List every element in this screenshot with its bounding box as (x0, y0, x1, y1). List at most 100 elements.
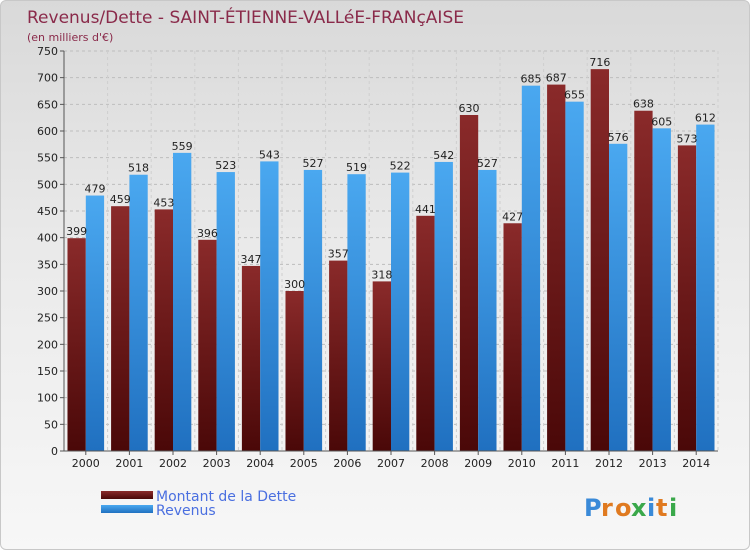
y-tick-label: 300 (37, 285, 58, 298)
data-label: 318 (371, 268, 392, 281)
data-label: 522 (390, 160, 411, 173)
y-tick-label: 150 (37, 365, 58, 378)
y-tick-label: 550 (37, 152, 58, 165)
bar-revenus (173, 152, 192, 451)
svg-text:i: i (669, 494, 677, 522)
y-tick-label: 0 (51, 445, 58, 458)
data-label: 523 (215, 159, 236, 172)
y-tick-label: 750 (37, 45, 58, 58)
bar-revenus (565, 101, 584, 452)
data-label: 357 (328, 248, 349, 261)
bar-revenus (129, 174, 148, 451)
y-tick-label: 700 (37, 72, 58, 85)
x-tick-label: 2001 (115, 457, 143, 470)
y-tick-label: 100 (37, 392, 58, 405)
x-tick-label: 2011 (551, 457, 579, 470)
chart-title: Revenus/Dette - SAINT-ÉTIENNE-VALLéE-FRA… (27, 6, 464, 28)
bar-revenus (652, 128, 671, 451)
bar-revenus (260, 161, 279, 451)
bar-debt (198, 239, 217, 451)
x-tick-label: 2005 (290, 457, 318, 470)
data-label: 638 (633, 98, 654, 111)
bar-debt (547, 84, 566, 451)
svg-text:t: t (656, 494, 667, 522)
data-label: 396 (197, 227, 218, 240)
data-label: 347 (241, 253, 262, 266)
data-label: 612 (695, 112, 716, 125)
data-label: 518 (128, 162, 149, 175)
x-tick-label: 2013 (639, 457, 667, 470)
y-tick-label: 200 (37, 338, 58, 351)
chart-subtitle: (en milliers d'€) (27, 31, 113, 44)
bar-debt (677, 145, 697, 451)
data-label: 427 (502, 210, 523, 223)
data-label: 573 (677, 132, 698, 145)
x-tick-label: 2004 (246, 457, 274, 470)
x-tick-label: 2014 (682, 457, 710, 470)
bar-debt (590, 69, 609, 451)
y-tick-label: 650 (37, 98, 58, 111)
bar-debt (503, 223, 522, 451)
bar-debt (241, 265, 261, 451)
bar-revenus (216, 172, 235, 452)
y-tick-label: 400 (37, 232, 58, 245)
bar-debt (67, 238, 86, 451)
bar-revenus (347, 174, 366, 451)
data-label: 453 (153, 196, 174, 209)
data-label: 605 (651, 115, 672, 128)
data-label: 543 (259, 148, 280, 161)
data-label: 655 (564, 89, 585, 102)
bar-revenus (609, 143, 628, 452)
legend-label-revenus: Revenus (156, 503, 216, 519)
svg-text:i: i (647, 494, 655, 522)
y-tick-label: 50 (44, 418, 58, 431)
svg-text:x: x (631, 494, 647, 522)
data-label: 441 (415, 203, 436, 216)
bar-revenus (521, 85, 541, 452)
data-label: 559 (172, 140, 193, 153)
proxiti-logo: P r o x i t i (584, 494, 677, 522)
bar-debt (329, 260, 348, 451)
x-tick-label: 2010 (508, 457, 536, 470)
data-label: 685 (520, 73, 541, 86)
x-tick-label: 2012 (595, 457, 623, 470)
bars-layer (67, 69, 715, 452)
y-tick-label: 450 (37, 205, 58, 218)
legend-swatch-debt (101, 491, 153, 499)
data-label: 519 (346, 161, 367, 174)
x-tick-label: 2007 (377, 457, 405, 470)
legend: Montant de la Dette Revenus (101, 489, 296, 519)
y-tick-label: 500 (37, 178, 58, 191)
x-tick-label: 2006 (333, 457, 361, 470)
x-tick-label: 2009 (464, 457, 492, 470)
data-label: 479 (84, 183, 105, 196)
data-label: 300 (284, 278, 305, 291)
data-label: 459 (110, 193, 131, 206)
bar-debt (634, 110, 653, 451)
bar-revenus (303, 169, 323, 451)
bar-revenus (391, 172, 410, 451)
bar-debt (111, 206, 130, 451)
y-tick-label: 350 (37, 258, 58, 271)
data-label: 527 (477, 157, 498, 170)
data-label: 630 (459, 102, 480, 115)
bar-revenus (478, 169, 497, 451)
data-label: 399 (66, 225, 87, 238)
bar-revenus (85, 195, 105, 451)
data-label: 716 (589, 56, 610, 69)
bar-debt (372, 281, 391, 451)
y-tick-label: 250 (37, 312, 58, 325)
x-tick-label: 2002 (159, 457, 187, 470)
legend-label-debt: Montant de la Dette (156, 489, 296, 505)
data-label: 527 (302, 157, 323, 170)
bar-debt (154, 209, 173, 451)
svg-text:r: r (601, 494, 613, 522)
x-tick-label: 2000 (72, 457, 100, 470)
legend-swatch-revenus (101, 505, 153, 513)
data-label: 687 (546, 72, 567, 85)
data-label: 576 (608, 131, 629, 144)
axis-layer: 0 50 100 150 200 250 300 350 400 450 500 550 600 650 7… (37, 45, 718, 470)
svg-text:o: o (615, 494, 632, 522)
